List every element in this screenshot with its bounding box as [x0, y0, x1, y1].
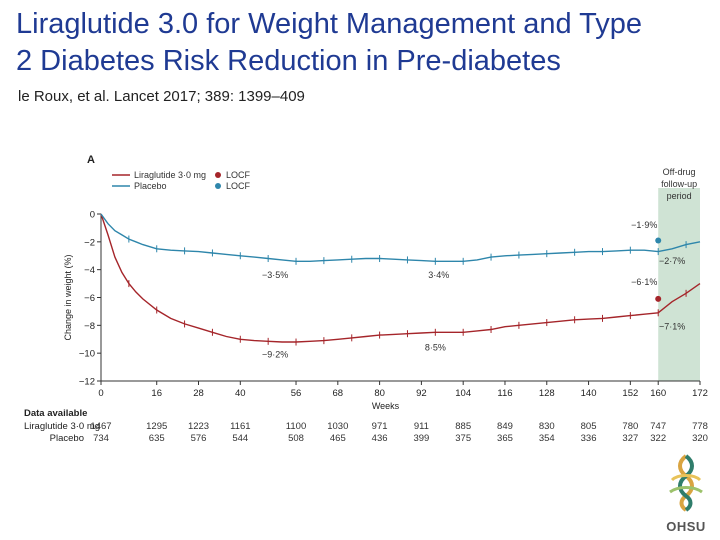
x-tick-label: 116	[497, 388, 512, 399]
locf-point	[655, 237, 662, 244]
off-drug-label: follow-up	[661, 179, 697, 189]
x-tick-label: 28	[193, 388, 204, 399]
data-annotation: −9·2%	[262, 349, 288, 359]
y-tick-label: 0	[90, 210, 95, 221]
off-drug-label: period	[667, 191, 692, 201]
y-tick-label: −4	[84, 265, 95, 276]
locf-point	[655, 295, 662, 302]
data-annotation: 8·5%	[425, 342, 446, 352]
x-tick-label: 16	[151, 388, 162, 399]
data-available-cell: 322	[650, 433, 666, 444]
data-available-cell: 1100	[286, 421, 306, 432]
x-tick-label: 172	[692, 388, 708, 399]
y-tick-label: −2	[84, 237, 95, 248]
data-available-cell: 399	[413, 433, 429, 444]
data-available-cell: 327	[622, 433, 638, 444]
x-tick-label: 92	[416, 388, 427, 399]
off-drug-label: Off-drug	[663, 167, 696, 177]
data-available-cell: 576	[191, 433, 207, 444]
data-annotation: −1·9%	[631, 220, 657, 230]
data-available-cell: 747	[650, 421, 666, 432]
data-available-cell: 830	[539, 421, 555, 432]
x-tick-label: 56	[291, 388, 302, 399]
data-available-cell: 849	[497, 421, 513, 432]
data-available-header: Data available	[24, 408, 87, 419]
data-annotation: 3·4%	[428, 270, 449, 280]
logo-text: OHSU	[666, 519, 706, 534]
data-available-cell: 508	[288, 433, 304, 444]
data-available-row-label: Placebo	[50, 433, 84, 444]
y-axis-label: Change in weight (%)	[63, 254, 73, 340]
y-tick-label: −10	[79, 349, 95, 360]
legend-entry: Liraglutide 3·0 mg	[134, 170, 206, 180]
data-available-cell: 1467	[90, 421, 111, 432]
data-available-cell: 436	[372, 433, 388, 444]
y-tick-label: −8	[84, 321, 95, 332]
data-available-cell: 971	[372, 421, 388, 432]
x-tick-label: 152	[622, 388, 638, 399]
x-tick-label: 160	[650, 388, 666, 399]
data-annotation: −3·5%	[262, 270, 288, 280]
data-available-cell: 778	[692, 421, 708, 432]
data-available-cell: 365	[497, 433, 513, 444]
data-available-cell: 375	[455, 433, 471, 444]
data-available-cell: 320	[692, 433, 708, 444]
data-available-cell: 336	[581, 433, 597, 444]
legend-entry: Placebo	[134, 181, 167, 191]
data-annotation: −6·1%	[631, 277, 657, 287]
data-available-cell: 544	[232, 433, 248, 444]
data-available-cell: 734	[93, 433, 109, 444]
legend-swatch	[215, 172, 221, 178]
slide-title: Liraglutide 3.0 for Weight Management an…	[16, 8, 643, 77]
citation: le Roux, et al. Lancet 2017; 389: 1399–4…	[18, 88, 305, 105]
data-available-cell: 1030	[327, 421, 348, 432]
data-annotation: −7·1%	[659, 322, 685, 332]
panel-label: A	[87, 154, 95, 166]
x-tick-label: 80	[374, 388, 385, 399]
data-available-cell: 354	[539, 433, 555, 444]
data-available-row-label: Liraglutide 3·0 mg	[24, 421, 100, 432]
series-line-placebo	[100, 213, 701, 262]
off-drug-region	[658, 188, 700, 381]
data-available-cell: 805	[581, 421, 597, 432]
ohsu-logo: OHSU	[658, 452, 714, 534]
data-available-cell: 885	[455, 421, 471, 432]
y-tick-label: −6	[84, 293, 95, 304]
legend-swatch	[215, 183, 221, 189]
data-available-cell: 1223	[188, 421, 209, 432]
x-tick-label: 128	[539, 388, 555, 399]
x-tick-label: 68	[333, 388, 344, 399]
ohsu-logo-icon	[669, 454, 703, 512]
legend-entry: LOCF	[226, 181, 251, 191]
data-available-cell: 1161	[230, 421, 250, 432]
data-annotation: −2·7%	[659, 256, 685, 266]
data-available-cell: 780	[622, 421, 638, 432]
y-tick-label: −12	[79, 377, 95, 388]
data-available-cell: 465	[330, 433, 346, 444]
data-available-cell: 1295	[146, 421, 167, 432]
data-available-cell: 635	[149, 433, 165, 444]
legend-entry: LOCF	[226, 170, 251, 180]
x-tick-label: 104	[455, 388, 471, 399]
x-tick-label: 140	[581, 388, 597, 399]
x-tick-label: 0	[98, 388, 103, 399]
x-axis-label: Weeks	[372, 401, 400, 411]
x-tick-label: 40	[235, 388, 246, 399]
series-line-liraglutide	[100, 213, 701, 343]
data-available-cell: 911	[414, 421, 429, 432]
